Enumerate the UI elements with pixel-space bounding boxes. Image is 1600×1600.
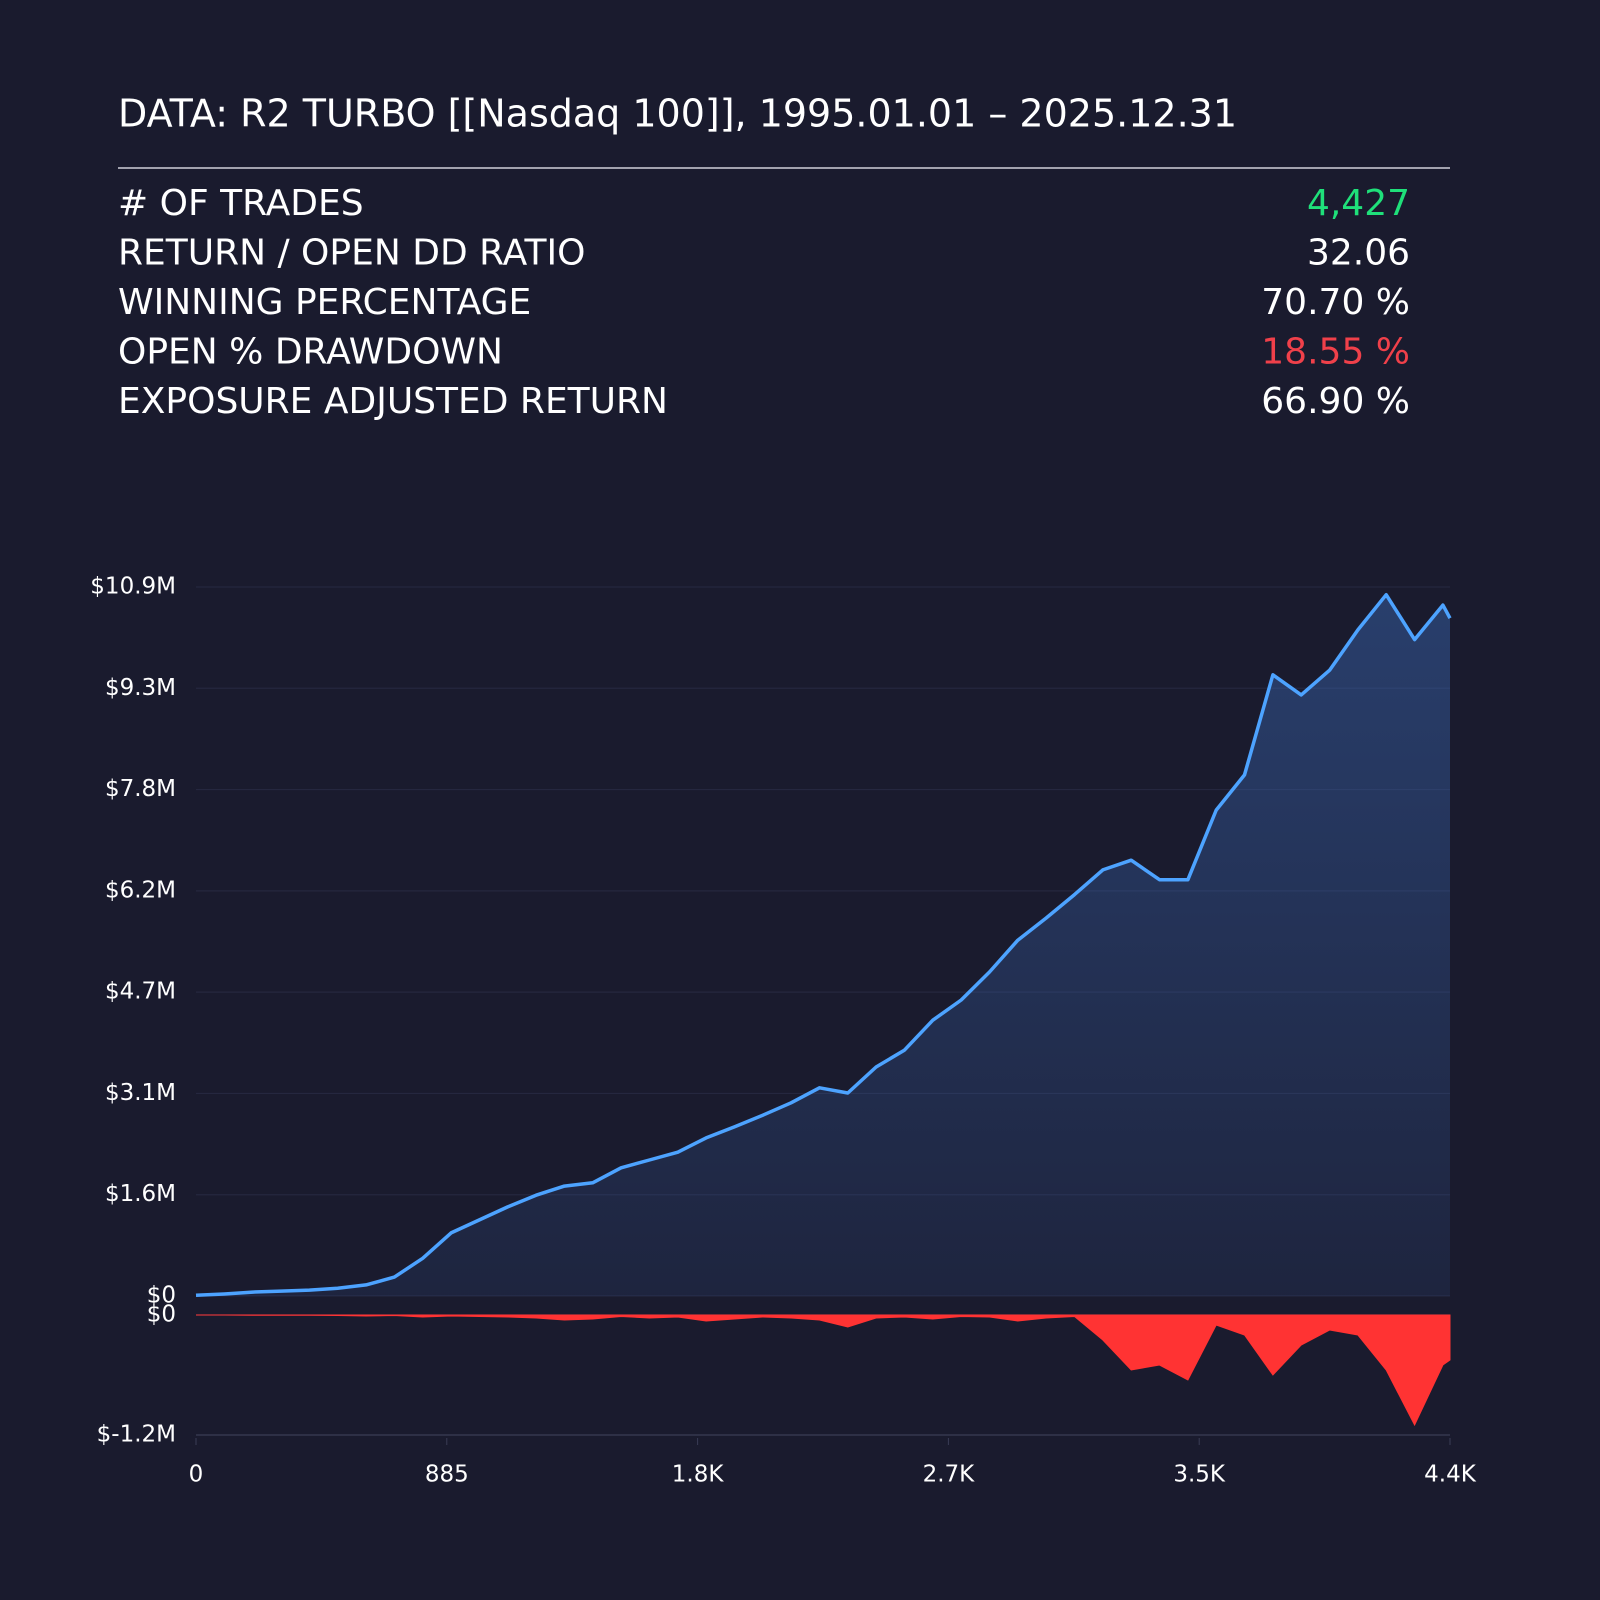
x-tick-label: 4.4K <box>1424 1462 1477 1488</box>
equity-line <box>195 592 1452 1298</box>
y-tick-label: $7.8M <box>105 776 176 802</box>
x-tick-label: 3.5K <box>1173 1462 1226 1488</box>
y-tick-label: $0 <box>147 1283 176 1309</box>
stat-value: 32.06 <box>1307 233 1410 274</box>
y-tick-label: $10.9M <box>90 574 176 600</box>
y-tick-label: $9.3M <box>105 675 176 701</box>
drawdown-area <box>196 1314 1451 1427</box>
title: DATA: R2 TURBO [[Nasdaq 100]], 1995.01.0… <box>118 92 1237 136</box>
y-tick-label: $4.7M <box>105 979 176 1005</box>
y-tick-label: $1.6M <box>105 1181 176 1207</box>
stat-value: 4,427 <box>1307 183 1410 224</box>
stat-label: WINNING PERCENTAGE <box>118 282 531 323</box>
x-tick-label: 0 <box>189 1462 204 1488</box>
stat-label: # OF TRADES <box>118 183 364 224</box>
stat-value: 18.55 % <box>1261 332 1410 373</box>
y-tick-label: $0 <box>147 1302 176 1328</box>
x-tick-label: 885 <box>425 1462 469 1488</box>
stat-label: RETURN / OPEN DD RATIO <box>118 233 585 274</box>
y-tick-label: $6.2M <box>105 877 176 903</box>
y-tick-label: $-1.2M <box>97 1422 176 1448</box>
equity-area <box>196 594 1450 1296</box>
stat-value: 70.70 % <box>1261 282 1410 323</box>
stat-label: EXPOSURE ADJUSTED RETURN <box>118 381 668 422</box>
stat-value: 66.90 % <box>1261 381 1410 422</box>
stat-label: OPEN % DRAWDOWN <box>118 332 503 373</box>
y-tick-label: $3.1M <box>105 1080 176 1106</box>
x-tick-label: 2.7K <box>923 1462 976 1488</box>
x-tick-label: 1.8K <box>672 1462 725 1488</box>
